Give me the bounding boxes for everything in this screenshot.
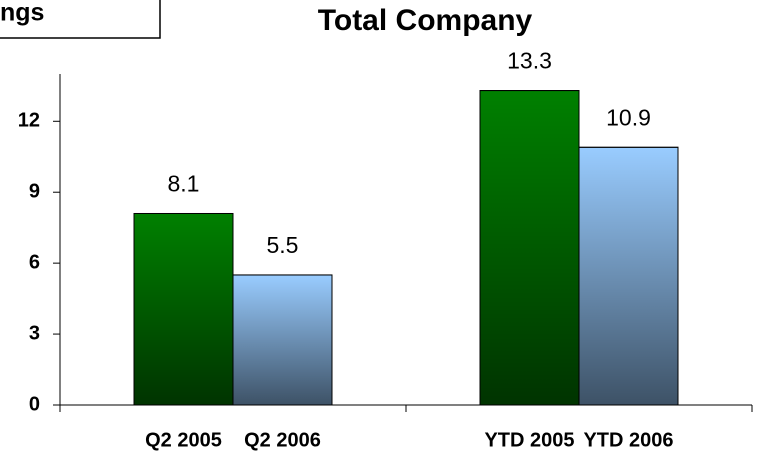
bar-shade — [479, 90, 580, 406]
value-label: 8.1 — [168, 171, 200, 197]
y-tick-label: 6 — [29, 251, 40, 273]
y-tick-label: 0 — [29, 393, 40, 415]
value-label: 10.9 — [606, 104, 651, 130]
x-tick-label: Q2 2006 — [244, 429, 321, 451]
y-tick-label: 3 — [29, 322, 40, 344]
x-tick-label: Q2 2005 — [145, 429, 222, 451]
value-label: 5.5 — [267, 232, 299, 258]
x-tick-label: YTD 2006 — [583, 429, 673, 451]
y-tick-label: 9 — [29, 180, 40, 202]
bar-shade — [133, 212, 234, 406]
bar-shade — [578, 146, 679, 406]
bar-shade — [232, 274, 333, 406]
chart-title: Total Company — [318, 4, 533, 37]
x-tick-label: YTD 2005 — [484, 429, 574, 451]
header-label: ngs — [0, 0, 44, 27]
value-label: 13.3 — [507, 48, 552, 74]
y-tick-label: 12 — [18, 110, 40, 132]
label-box — [0, 0, 161, 39]
